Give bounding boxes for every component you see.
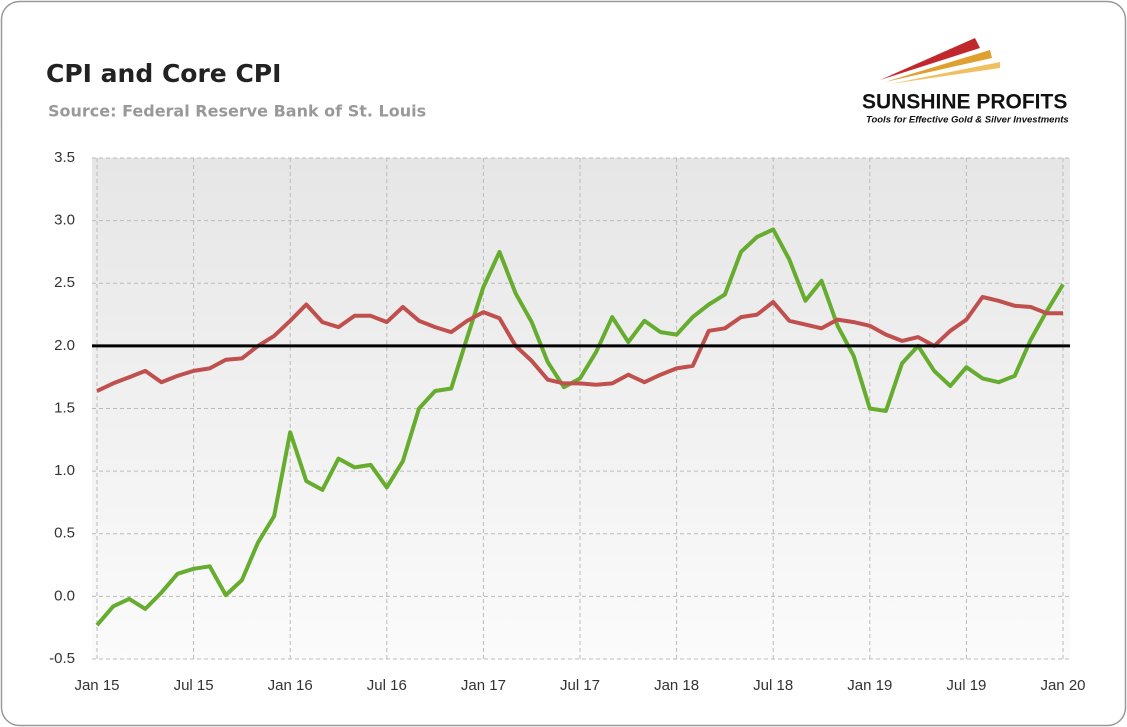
logo-arrow bbox=[890, 62, 1000, 84]
x-tick-label: Jul 18 bbox=[753, 677, 793, 694]
x-tick-label: Jan 15 bbox=[74, 677, 119, 694]
x-tick-label: Jan 20 bbox=[1040, 677, 1085, 694]
x-tick-label: Jul 19 bbox=[946, 677, 986, 694]
y-tick-label: 3.0 bbox=[54, 212, 75, 229]
logo: SUNSHINE PROFITS Tools for Effective Gol… bbox=[862, 38, 1069, 126]
y-tick-label: 1.5 bbox=[54, 399, 75, 416]
x-tick-label: Jul 16 bbox=[367, 677, 407, 694]
x-tick-label: Jul 15 bbox=[174, 677, 214, 694]
logo-name: SUNSHINE PROFITS bbox=[862, 91, 1067, 114]
y-tick-label: 3.5 bbox=[54, 149, 75, 166]
logo-arrow bbox=[885, 50, 992, 82]
x-tick-label: Jan 16 bbox=[268, 677, 313, 694]
x-tick-label: Jan 18 bbox=[654, 677, 699, 694]
logo-tagline: Tools for Effective Gold & Silver Invest… bbox=[866, 115, 1069, 126]
y-tick-label: 0.5 bbox=[54, 525, 75, 542]
chart-subtitle: Source: Federal Reserve Bank of St. Loui… bbox=[48, 102, 426, 121]
series-line bbox=[95, 227, 1065, 627]
x-tick-label: Jul 17 bbox=[560, 677, 600, 694]
y-tick-label: 0.0 bbox=[54, 587, 75, 604]
chart-title: CPI and Core CPI bbox=[46, 59, 281, 88]
y-tick-label: 1.0 bbox=[54, 462, 75, 479]
y-tick-label: 2.5 bbox=[54, 274, 75, 291]
x-tick-label: Jan 19 bbox=[847, 677, 892, 694]
y-tick-label: 2.0 bbox=[54, 337, 75, 354]
x-tick-label: Jan 17 bbox=[461, 677, 506, 694]
logo-arrow bbox=[880, 38, 980, 80]
y-tick-label: -0.5 bbox=[49, 650, 75, 667]
